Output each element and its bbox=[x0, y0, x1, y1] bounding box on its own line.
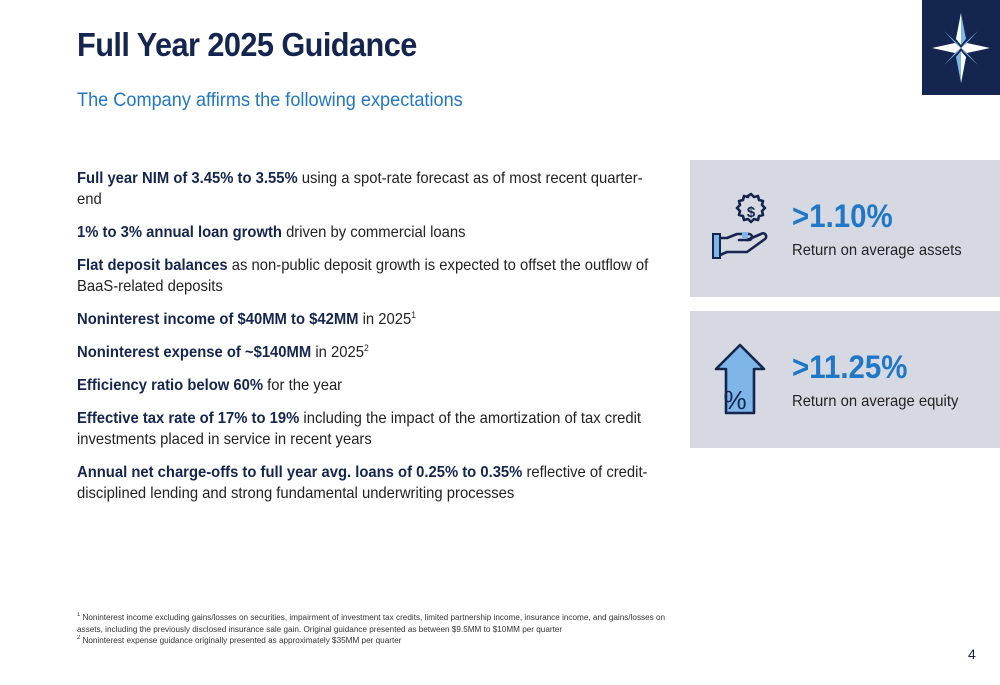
guidance-item-efficiency: Efficiency ratio below 60% for the year bbox=[77, 377, 343, 394]
svg-text:%: % bbox=[723, 385, 746, 415]
footnote-ref: 1 bbox=[411, 309, 417, 320]
guidance-item-charge-offs: Annual net charge-offs to full year avg.… bbox=[77, 464, 648, 502]
footnote-ref: 2 bbox=[363, 342, 369, 353]
guidance-item-tax-rate: Effective tax rate of 17% to 19% includi… bbox=[77, 410, 642, 448]
metric-card-roaa: $ >1.10% Return on average assets bbox=[690, 160, 1000, 297]
guidance-item-noninterest-income: Noninterest income of $40MM to $42MM in … bbox=[77, 309, 417, 328]
guidance-item-noninterest-expense: Noninterest expense of ~$140MM in 20252 bbox=[77, 342, 369, 361]
hand-dollar-icon: $ bbox=[712, 192, 768, 259]
svg-text:$: $ bbox=[747, 204, 756, 221]
footnote-2: 2 Noninterest expense guidance originall… bbox=[77, 635, 402, 645]
guidance-item-nim: Full year NIM of 3.45% to 3.55% using a … bbox=[77, 170, 643, 208]
metric-value: >1.10% bbox=[792, 198, 893, 234]
guidance-list: Full year NIM of 3.45% to 3.55% using a … bbox=[77, 168, 677, 516]
metric-card-roae: % >11.25% Return on average equity bbox=[690, 311, 1000, 448]
footnote-1: 1 Noninterest income excluding gains/los… bbox=[77, 612, 666, 634]
footnotes: 1 Noninterest income excluding gains/los… bbox=[77, 612, 677, 647]
guidance-item-deposits: Flat deposit balances as non-public depo… bbox=[77, 257, 649, 295]
metric-value: >11.25% bbox=[792, 349, 908, 385]
up-arrow-percent-icon: % bbox=[714, 343, 766, 415]
company-logo bbox=[922, 0, 1000, 95]
metric-label: Return on average assets bbox=[792, 242, 962, 259]
page-number: 4 bbox=[968, 646, 976, 662]
metric-label: Return on average equity bbox=[792, 393, 959, 410]
page-title: Full Year 2025 Guidance bbox=[77, 26, 417, 63]
page-subtitle: The Company affirms the following expect… bbox=[77, 89, 463, 111]
compass-star-icon bbox=[932, 13, 990, 83]
guidance-item-loan-growth: 1% to 3% annual loan growth driven by co… bbox=[77, 224, 466, 241]
